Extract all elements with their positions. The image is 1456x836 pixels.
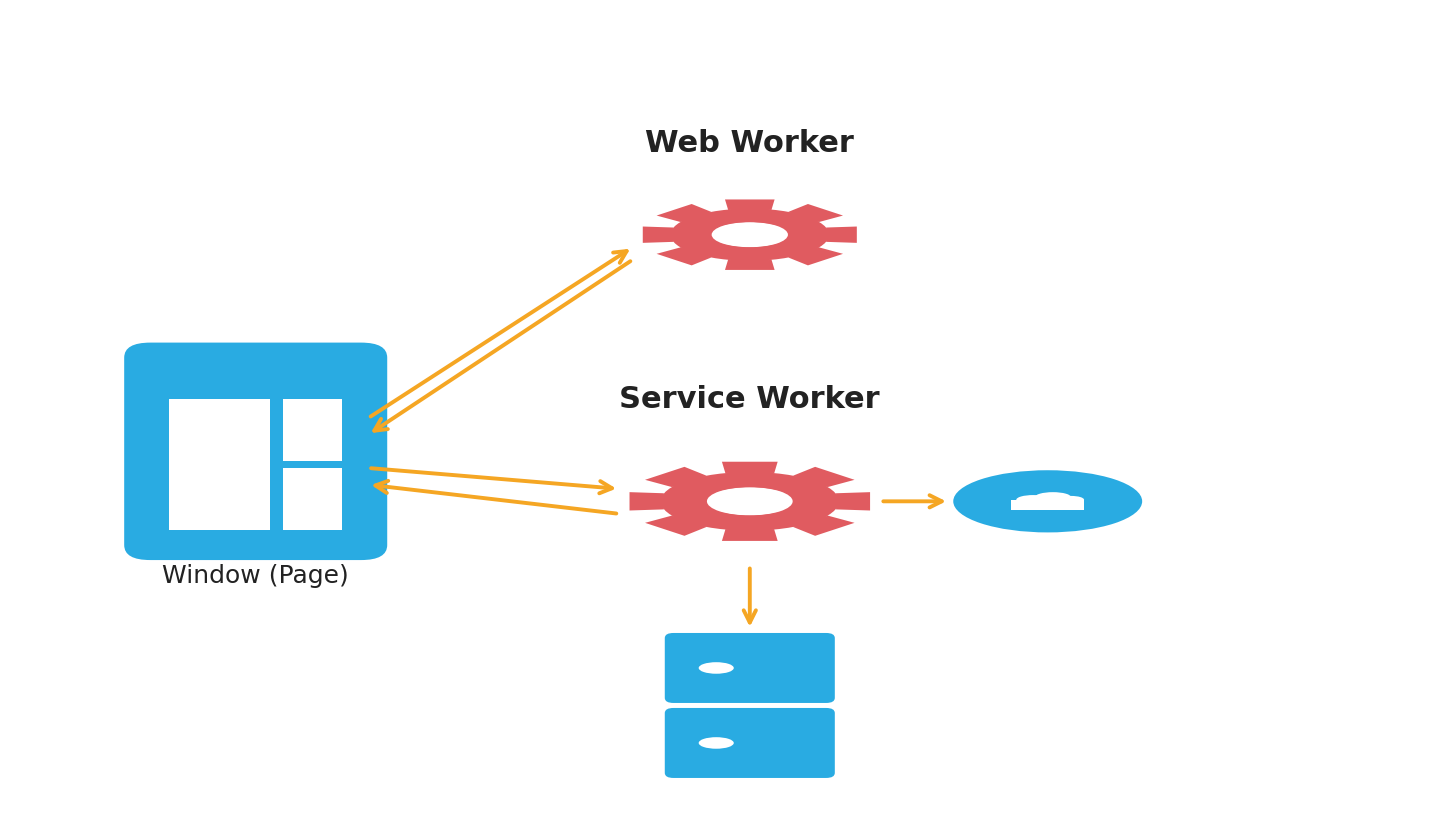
FancyBboxPatch shape — [282, 468, 342, 530]
Ellipse shape — [1016, 495, 1050, 504]
FancyBboxPatch shape — [665, 708, 834, 778]
FancyBboxPatch shape — [282, 399, 342, 461]
Ellipse shape — [712, 222, 788, 247]
Text: Service Worker: Service Worker — [619, 385, 879, 414]
Text: Window (Page): Window (Page) — [162, 563, 349, 588]
FancyBboxPatch shape — [124, 343, 387, 560]
Ellipse shape — [1059, 496, 1085, 503]
Ellipse shape — [699, 662, 734, 674]
FancyBboxPatch shape — [665, 633, 834, 703]
Ellipse shape — [1035, 492, 1072, 502]
FancyBboxPatch shape — [169, 399, 271, 530]
Ellipse shape — [708, 487, 792, 516]
Polygon shape — [642, 200, 856, 270]
Ellipse shape — [954, 470, 1142, 533]
Polygon shape — [629, 461, 871, 541]
Text: Web Worker: Web Worker — [645, 129, 855, 158]
Ellipse shape — [699, 737, 734, 749]
Bar — [1012, 500, 1085, 510]
